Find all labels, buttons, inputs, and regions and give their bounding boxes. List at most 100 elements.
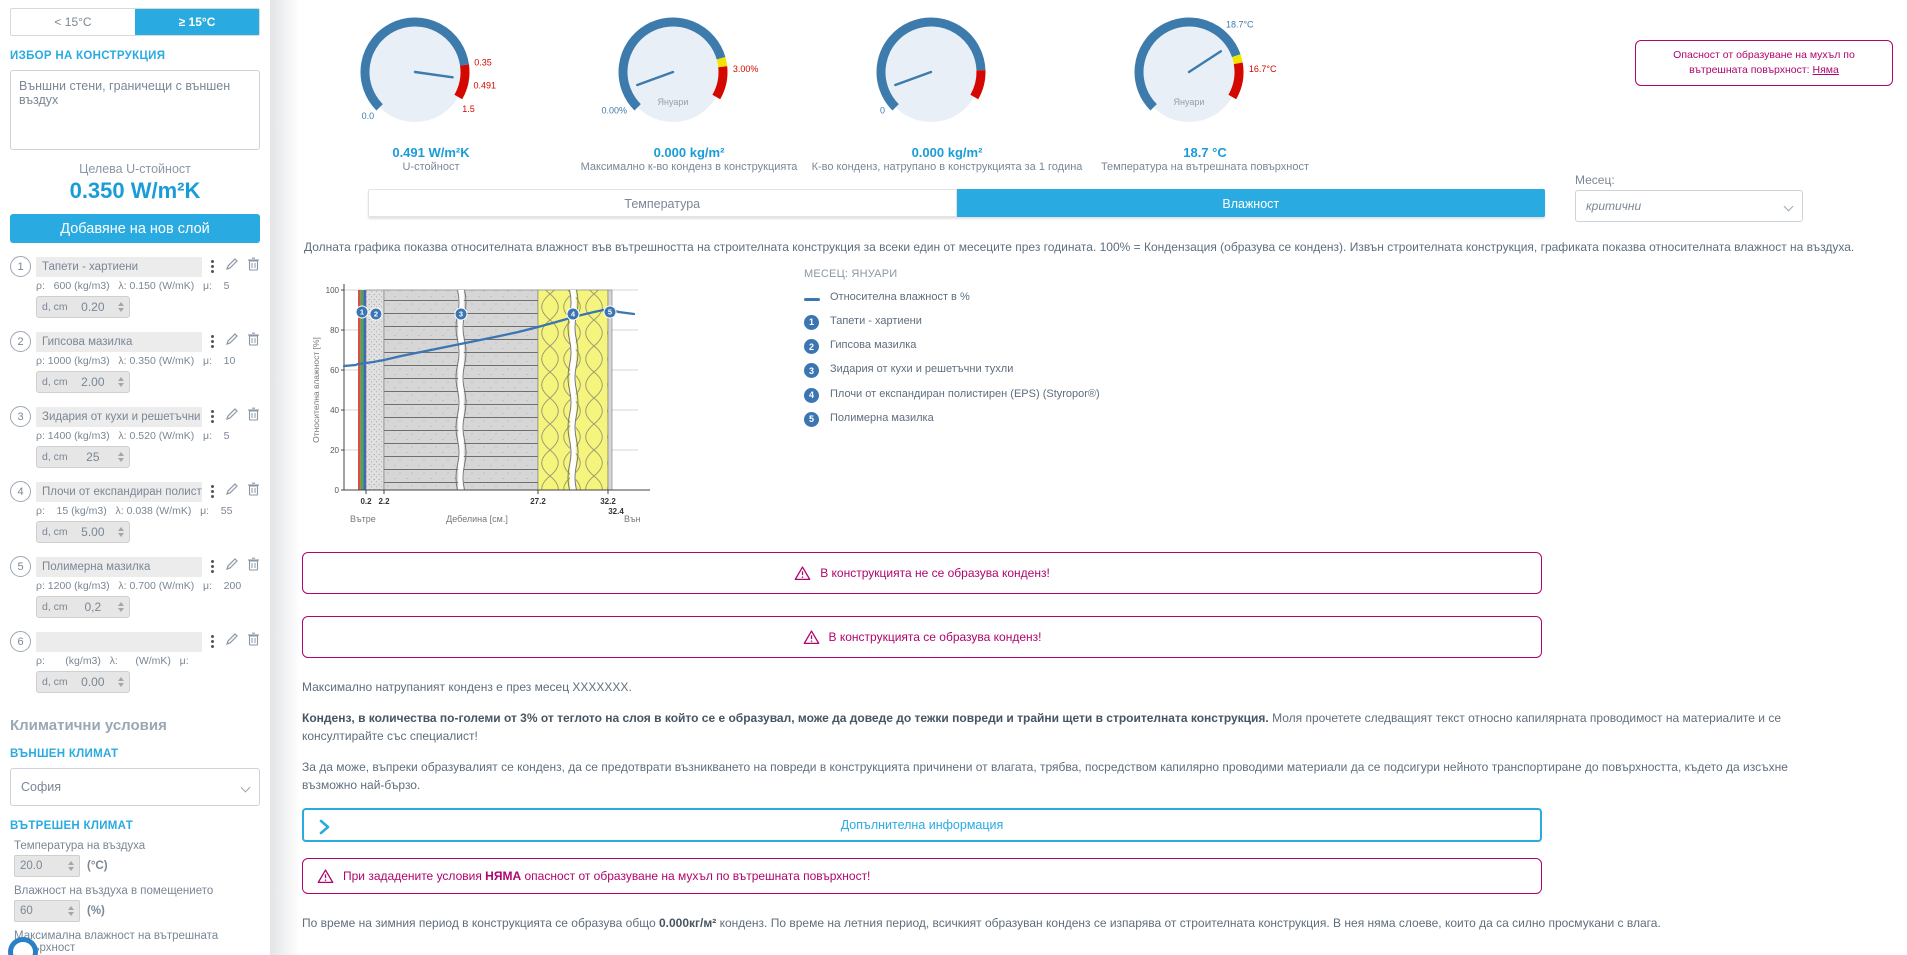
stepper-icon[interactable] xyxy=(118,602,124,612)
gauge-value: 0.491 W/m²K xyxy=(392,145,470,160)
warning-icon xyxy=(794,566,811,581)
outdoor-climate-select[interactable]: София xyxy=(10,768,260,806)
layer-thickness-input[interactable]: d, cm 2.00 xyxy=(36,371,130,393)
thickness-value: 0.00 xyxy=(81,675,105,689)
help-badge-icon[interactable] xyxy=(8,937,38,955)
svg-text:Вътре: Вътре xyxy=(350,514,376,524)
warning-icon xyxy=(803,630,819,645)
humidity-chart: 1 2 3 4 5 0 20 40 60 80 100 0.2 2.2 27.2 32.232.4 Вътре… xyxy=(311,284,650,524)
layer-thickness-input[interactable]: d, cm 0,2 xyxy=(36,596,130,618)
chart-legend: МЕСЕЦ: ЯНУАРИ Относителна влажност в % 1… xyxy=(804,268,1134,530)
thickness-label: d, cm xyxy=(42,376,68,388)
edit-pencil-icon[interactable] xyxy=(225,407,239,426)
view-tab[interactable]: Температура xyxy=(368,189,957,217)
layer-properties: ρ: 600 (kg/m3) λ: 0.150 (W/mK) μ: 5 xyxy=(36,280,230,292)
layer-thickness-input[interactable]: d, cm 5.00 xyxy=(36,521,130,543)
stepper-icon[interactable] xyxy=(118,452,124,462)
layer-name-input[interactable]: Тапети - хартиени xyxy=(36,256,202,277)
temperature-range-tabs: < 15°C ≥ 15°C xyxy=(10,8,260,36)
layer-item: 5 Полимерна мазилка ρ: 1200 (kg/m3) λ: 0… xyxy=(10,556,260,618)
layer-menu-icon[interactable] xyxy=(207,408,217,425)
target-u-value: 0.350 W/m²K xyxy=(69,178,201,203)
layer-name-input[interactable]: Полимерна мазилка xyxy=(36,556,202,577)
stepper-icon[interactable] xyxy=(118,302,124,312)
mold-risk-link[interactable]: Няма xyxy=(1812,64,1839,77)
svg-text:32.4: 32.4 xyxy=(608,507,624,516)
stepper-icon[interactable] xyxy=(68,861,74,871)
layer-menu-icon[interactable] xyxy=(207,333,217,350)
construction-select[interactable]: Външни стени, граничещи с външен въздух xyxy=(10,70,260,150)
thickness-value: 0,2 xyxy=(84,600,102,614)
layer-name-input[interactable]: Гипсова мазилка xyxy=(36,331,202,352)
edit-pencil-icon[interactable] xyxy=(225,632,239,651)
delete-trash-icon[interactable] xyxy=(247,407,260,426)
legend-layer-list: 1 Тапети - хартиени 2 Гипсова мазилка 3 … xyxy=(804,314,1134,427)
indoor-field-input[interactable]: 20.0 xyxy=(14,855,80,877)
delete-trash-icon[interactable] xyxy=(247,332,260,351)
condensation-alert: В конструкцията се образува конденз! xyxy=(302,616,1542,658)
indoor-field: Температура на въздуха 20.0 (°C) xyxy=(14,840,260,877)
delete-trash-icon[interactable] xyxy=(247,557,260,576)
layer-menu-icon[interactable] xyxy=(207,258,217,275)
month-label: Месец: xyxy=(1575,173,1615,187)
edit-pencil-icon[interactable] xyxy=(225,257,239,276)
view-tab[interactable]: Влажност xyxy=(956,189,1545,217)
delete-trash-icon[interactable] xyxy=(247,632,260,651)
svg-text:2: 2 xyxy=(374,310,378,319)
indoor-field-unit: (°C) xyxy=(87,860,108,872)
add-layer-button[interactable]: Добавяне на нов слой xyxy=(10,214,260,243)
mold-result-text: При зададените условия НЯМА опасност от … xyxy=(343,869,870,883)
gauge-caption: Температура на вътрешната повърхност xyxy=(1100,161,1310,173)
temp-range-tab[interactable]: ≥ 15°C xyxy=(135,9,259,35)
layer-name-input[interactable]: Зидария от кухи и решетъчни тухли xyxy=(36,406,202,427)
stepper-icon[interactable] xyxy=(118,677,124,687)
legend-item: 5 Полимерна мазилка xyxy=(804,411,1134,427)
indoor-field-input[interactable]: 60 xyxy=(14,900,80,922)
indoor-field: Влажност на въздуха в помещението 60 (%) xyxy=(14,885,260,922)
svg-text:1.5: 1.5 xyxy=(462,104,475,114)
temp-range-tab-label: ≥ 15°C xyxy=(178,15,216,29)
month-select[interactable]: критични xyxy=(1575,190,1803,222)
edit-pencil-icon[interactable] xyxy=(225,332,239,351)
stepper-icon[interactable] xyxy=(68,906,74,916)
layer-item: 2 Гипсова мазилка ρ: 1000 (kg/m3) λ: 0.3… xyxy=(10,331,260,393)
view-tabs: Температура Влажност xyxy=(368,189,1545,217)
layer-menu-icon[interactable] xyxy=(207,558,217,575)
layer-menu-icon[interactable] xyxy=(207,483,217,500)
more-info-button[interactable]: Допълнителна информация xyxy=(302,808,1542,842)
layer-number: 2 xyxy=(10,331,31,352)
thickness-value: 0.20 xyxy=(81,300,105,314)
stepper-icon[interactable] xyxy=(118,377,124,387)
layer-thickness-input[interactable]: d, cm 0.00 xyxy=(36,671,130,693)
layer-menu-icon[interactable] xyxy=(207,633,217,650)
layer-number-badge: 4 xyxy=(804,387,819,403)
svg-text:Относителна влажност [%]: Относителна влажност [%] xyxy=(311,337,321,443)
legend-item-label: Зидария от кухи и решетъчни тухли xyxy=(830,363,1014,376)
condensation-warning-bold: Конденз, в количества по-големи от 3% от… xyxy=(302,711,1269,725)
temp-range-tab[interactable]: < 15°C xyxy=(11,9,135,35)
delete-trash-icon[interactable] xyxy=(247,482,260,501)
delete-trash-icon[interactable] xyxy=(247,257,260,276)
stepper-icon[interactable] xyxy=(118,527,124,537)
condensation-text: В конструкцията се образува конденз! xyxy=(828,630,1042,644)
view-tab-label: Влажност xyxy=(1222,197,1280,211)
svg-text:0.35: 0.35 xyxy=(474,58,492,68)
layer-thickness-input[interactable]: d, cm 25 xyxy=(36,446,130,468)
mold-result-post: опасност от образуване на мухъл по вътре… xyxy=(524,869,871,883)
edit-pencil-icon[interactable] xyxy=(225,482,239,501)
warning-icon xyxy=(317,869,334,884)
month-select-value: критични xyxy=(1586,199,1642,213)
layer-item: 6 ρ: (kg/m3) λ: (W/mK) μ: d, cm 0.00 xyxy=(10,631,260,693)
layer-number: 6 xyxy=(10,631,31,652)
layer-properties: ρ: 15 (kg/m3) λ: 0.038 (W/mK) μ: 55 xyxy=(36,505,233,517)
layer-number-badge: 3 xyxy=(804,363,819,379)
thickness-label: d, cm xyxy=(42,676,68,688)
month-select-block: Месец: критични xyxy=(1575,173,1803,222)
layer-name-input[interactable] xyxy=(36,631,202,652)
layer-thickness-input[interactable]: d, cm 0.20 xyxy=(36,296,130,318)
svg-text:32.2: 32.2 xyxy=(600,497,616,506)
edit-pencil-icon[interactable] xyxy=(225,557,239,576)
gauge-dial: 18.7°C 16.7°C Януари xyxy=(1117,8,1293,143)
legend-item: 3 Зидария от кухи и решетъчни тухли xyxy=(804,362,1134,379)
layer-name-input[interactable]: Плочи от експандиран полистирен (EPS) (S… xyxy=(36,481,202,502)
